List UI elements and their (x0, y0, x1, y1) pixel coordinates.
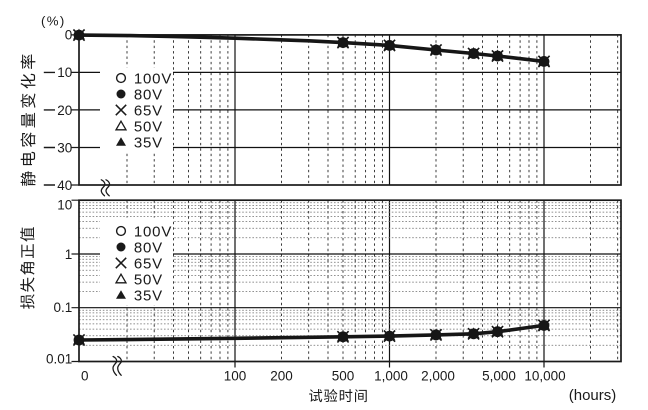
svg-text:100V: 100V (134, 70, 172, 87)
svg-text:1,000: 1,000 (374, 368, 408, 383)
svg-text:100V: 100V (134, 223, 172, 240)
svg-text:1: 1 (65, 247, 73, 262)
svg-text:(%): (%) (41, 13, 66, 28)
svg-text:10: 10 (57, 197, 72, 212)
svg-text:20: 20 (57, 103, 72, 118)
svg-text:100: 100 (224, 368, 247, 383)
svg-text:80V: 80V (134, 239, 163, 256)
svg-text:5,000: 5,000 (482, 368, 516, 383)
svg-text:50V: 50V (134, 271, 163, 288)
svg-text:80V: 80V (134, 86, 163, 103)
svg-text:30: 30 (57, 140, 72, 155)
svg-text:0.1: 0.1 (54, 300, 73, 315)
svg-text:10,000: 10,000 (524, 368, 565, 383)
svg-text:(hours): (hours) (569, 387, 617, 404)
svg-text:0: 0 (81, 368, 89, 383)
svg-text:50V: 50V (134, 118, 163, 135)
svg-text:500: 500 (332, 368, 355, 383)
svg-text:65V: 65V (134, 255, 163, 272)
svg-text:35V: 35V (134, 287, 163, 304)
svg-text:0.01: 0.01 (46, 351, 72, 366)
svg-text:200: 200 (270, 368, 293, 383)
svg-text:40: 40 (57, 178, 72, 193)
svg-text:0: 0 (65, 28, 73, 43)
svg-text:35V: 35V (134, 134, 163, 151)
svg-text:2,000: 2,000 (421, 368, 455, 383)
svg-text:10: 10 (57, 65, 72, 80)
svg-text:65V: 65V (134, 102, 163, 119)
